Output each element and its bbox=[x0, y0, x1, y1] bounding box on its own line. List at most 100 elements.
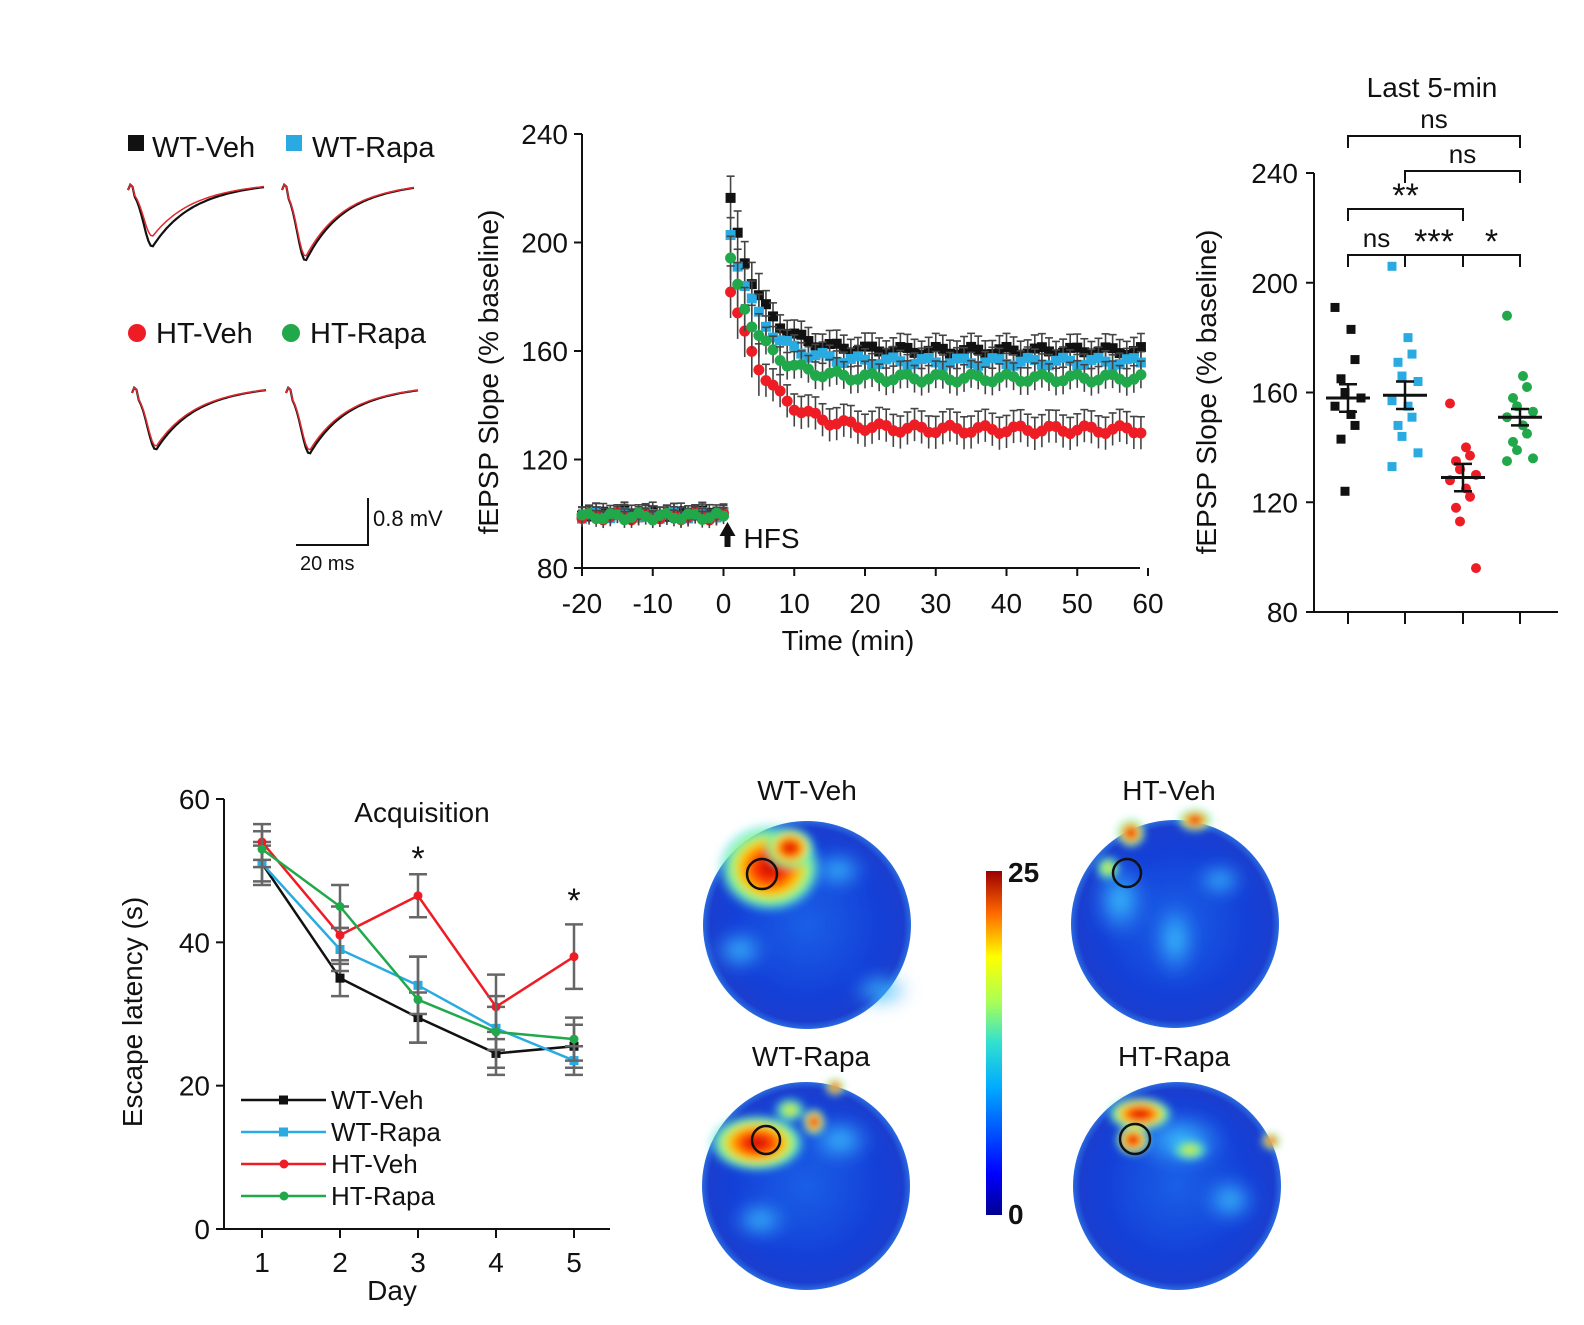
significance-label: *** bbox=[1414, 223, 1454, 261]
ltp-point bbox=[746, 345, 758, 357]
acq-x-tick-label: 2 bbox=[332, 1247, 348, 1278]
ltp-point bbox=[1079, 347, 1090, 358]
last-5-min-title: Last 5-min bbox=[1367, 72, 1498, 103]
ltp-point bbox=[774, 385, 786, 397]
ltp-point bbox=[1022, 352, 1033, 363]
heatmap-title-wt-rapa: WT-Rapa bbox=[752, 1041, 871, 1072]
acq-point bbox=[257, 844, 267, 854]
ltp-time-course-chart: -20 -10 0 10 20 30 40 50 60 80 120 160 200 240 Time (… bbox=[473, 119, 1164, 656]
ltp-point bbox=[1121, 354, 1132, 365]
significance-bracket bbox=[1347, 135, 1521, 148]
ltp-series-ht-veh bbox=[576, 265, 1147, 529]
last5-point bbox=[1528, 406, 1538, 417]
acq-x-tick-label: 4 bbox=[488, 1247, 504, 1278]
acq-legend-marker bbox=[279, 1127, 288, 1137]
ltp-y-tick-label: 80 bbox=[537, 553, 568, 584]
last5-point bbox=[1403, 401, 1413, 411]
last5-point bbox=[1346, 409, 1356, 419]
last5-group-wt-veh bbox=[1326, 302, 1370, 496]
ltp-point bbox=[1072, 342, 1083, 353]
ltp-point bbox=[1065, 342, 1076, 353]
ltp-point bbox=[980, 357, 991, 368]
acq-x-tick-label: 3 bbox=[410, 1247, 426, 1278]
scale-bar bbox=[296, 498, 369, 546]
ltp-point bbox=[725, 230, 736, 241]
ltp-point bbox=[725, 192, 736, 203]
ltp-x-tick-label: -10 bbox=[633, 588, 673, 619]
ltp-point bbox=[867, 341, 878, 352]
ltp-point bbox=[860, 354, 870, 365]
last-5-min-chart: Last 5-min fEPSP Slope (% baseline) 80 12… bbox=[1191, 72, 1558, 628]
last5-point bbox=[1451, 502, 1461, 513]
ltp-point bbox=[1015, 356, 1026, 367]
ltp-point bbox=[937, 343, 948, 354]
ltp-point bbox=[718, 510, 729, 522]
acq-y-tick-label: 0 bbox=[194, 1214, 210, 1245]
ltp-point bbox=[1001, 341, 1012, 352]
ltp-point bbox=[746, 321, 758, 333]
ltp-point bbox=[760, 335, 772, 347]
ltp-y-tick-label: 120 bbox=[521, 445, 568, 476]
ltp-point bbox=[732, 278, 744, 290]
last5-point bbox=[1393, 420, 1403, 430]
legend-wt-veh: WT-Veh bbox=[152, 132, 255, 164]
last5-y-tick-label: 80 bbox=[1267, 597, 1298, 628]
ltp-point bbox=[781, 395, 793, 407]
ltp-point bbox=[817, 347, 828, 358]
ltp-point bbox=[1043, 346, 1054, 357]
last5-point bbox=[1397, 371, 1407, 381]
ltp-point bbox=[739, 281, 750, 292]
last5-point bbox=[1393, 357, 1403, 367]
heatmap-ht-rapa bbox=[1073, 1082, 1281, 1290]
legend-marker-wt-rapa bbox=[286, 135, 302, 151]
legend-marker-wt-veh bbox=[128, 135, 144, 151]
ltp-point bbox=[909, 358, 920, 369]
last5-y-tick-label: 200 bbox=[1251, 268, 1298, 299]
acq-series-ht-veh bbox=[253, 822, 583, 1041]
acq-y-tick-label: 20 bbox=[179, 1071, 210, 1102]
ltp-point bbox=[930, 341, 941, 352]
ltp-point bbox=[739, 303, 751, 315]
last5-point bbox=[1445, 398, 1455, 409]
trace-red-1 bbox=[281, 183, 415, 257]
ltp-point bbox=[802, 363, 814, 375]
last5-point bbox=[1518, 371, 1528, 382]
ltp-point bbox=[973, 344, 984, 355]
acq-significance-star: * bbox=[411, 840, 424, 878]
platform-circle bbox=[745, 857, 779, 891]
heatmap-title-wt-veh: WT-Veh bbox=[757, 775, 857, 806]
last5-y-tick-label: 160 bbox=[1251, 378, 1298, 409]
last5-point bbox=[1330, 401, 1340, 411]
last5-group-wt-rapa bbox=[1383, 261, 1427, 472]
ltp-point bbox=[725, 286, 737, 298]
significance-label: ns bbox=[1363, 223, 1390, 253]
significance-bracket bbox=[1462, 254, 1521, 267]
acq-point bbox=[335, 930, 345, 940]
acq-point bbox=[569, 1034, 579, 1044]
heatmap-ht-veh bbox=[1071, 808, 1279, 1028]
ltp-point bbox=[1135, 427, 1147, 439]
ltp-point bbox=[824, 339, 835, 350]
last5-y-tick-label: 240 bbox=[1251, 158, 1298, 189]
last5-point bbox=[1508, 436, 1518, 447]
ltp-x-tick-label: 30 bbox=[920, 588, 951, 619]
ltp-x-tick-label: 0 bbox=[716, 588, 732, 619]
last-5-min-y-axis-label: fEPSP Slope (% baseline) bbox=[1191, 230, 1222, 555]
ltp-x-tick-label: 60 bbox=[1132, 588, 1163, 619]
ltp-point bbox=[1051, 355, 1062, 366]
scale-bar-time: 20 ms bbox=[300, 553, 354, 575]
acq-point bbox=[335, 973, 345, 983]
ltp-point bbox=[725, 252, 737, 264]
last5-point bbox=[1387, 462, 1397, 472]
last5-point bbox=[1387, 396, 1397, 406]
ltp-point bbox=[1135, 369, 1147, 381]
acquisition-y-axis-label: Escape latency (s) bbox=[117, 897, 148, 1127]
ltp-point bbox=[1029, 354, 1040, 365]
colorbar-min-label: 0 bbox=[1008, 1199, 1024, 1230]
ltp-point bbox=[760, 299, 771, 310]
acquisition-x-axis-label: Day bbox=[367, 1275, 417, 1306]
colorbar bbox=[986, 871, 1002, 1215]
heatmap-panel: WT-Veh HT-Veh WT-Rapa HT-Rapa bbox=[702, 775, 1281, 1290]
last5-point bbox=[1340, 486, 1350, 496]
